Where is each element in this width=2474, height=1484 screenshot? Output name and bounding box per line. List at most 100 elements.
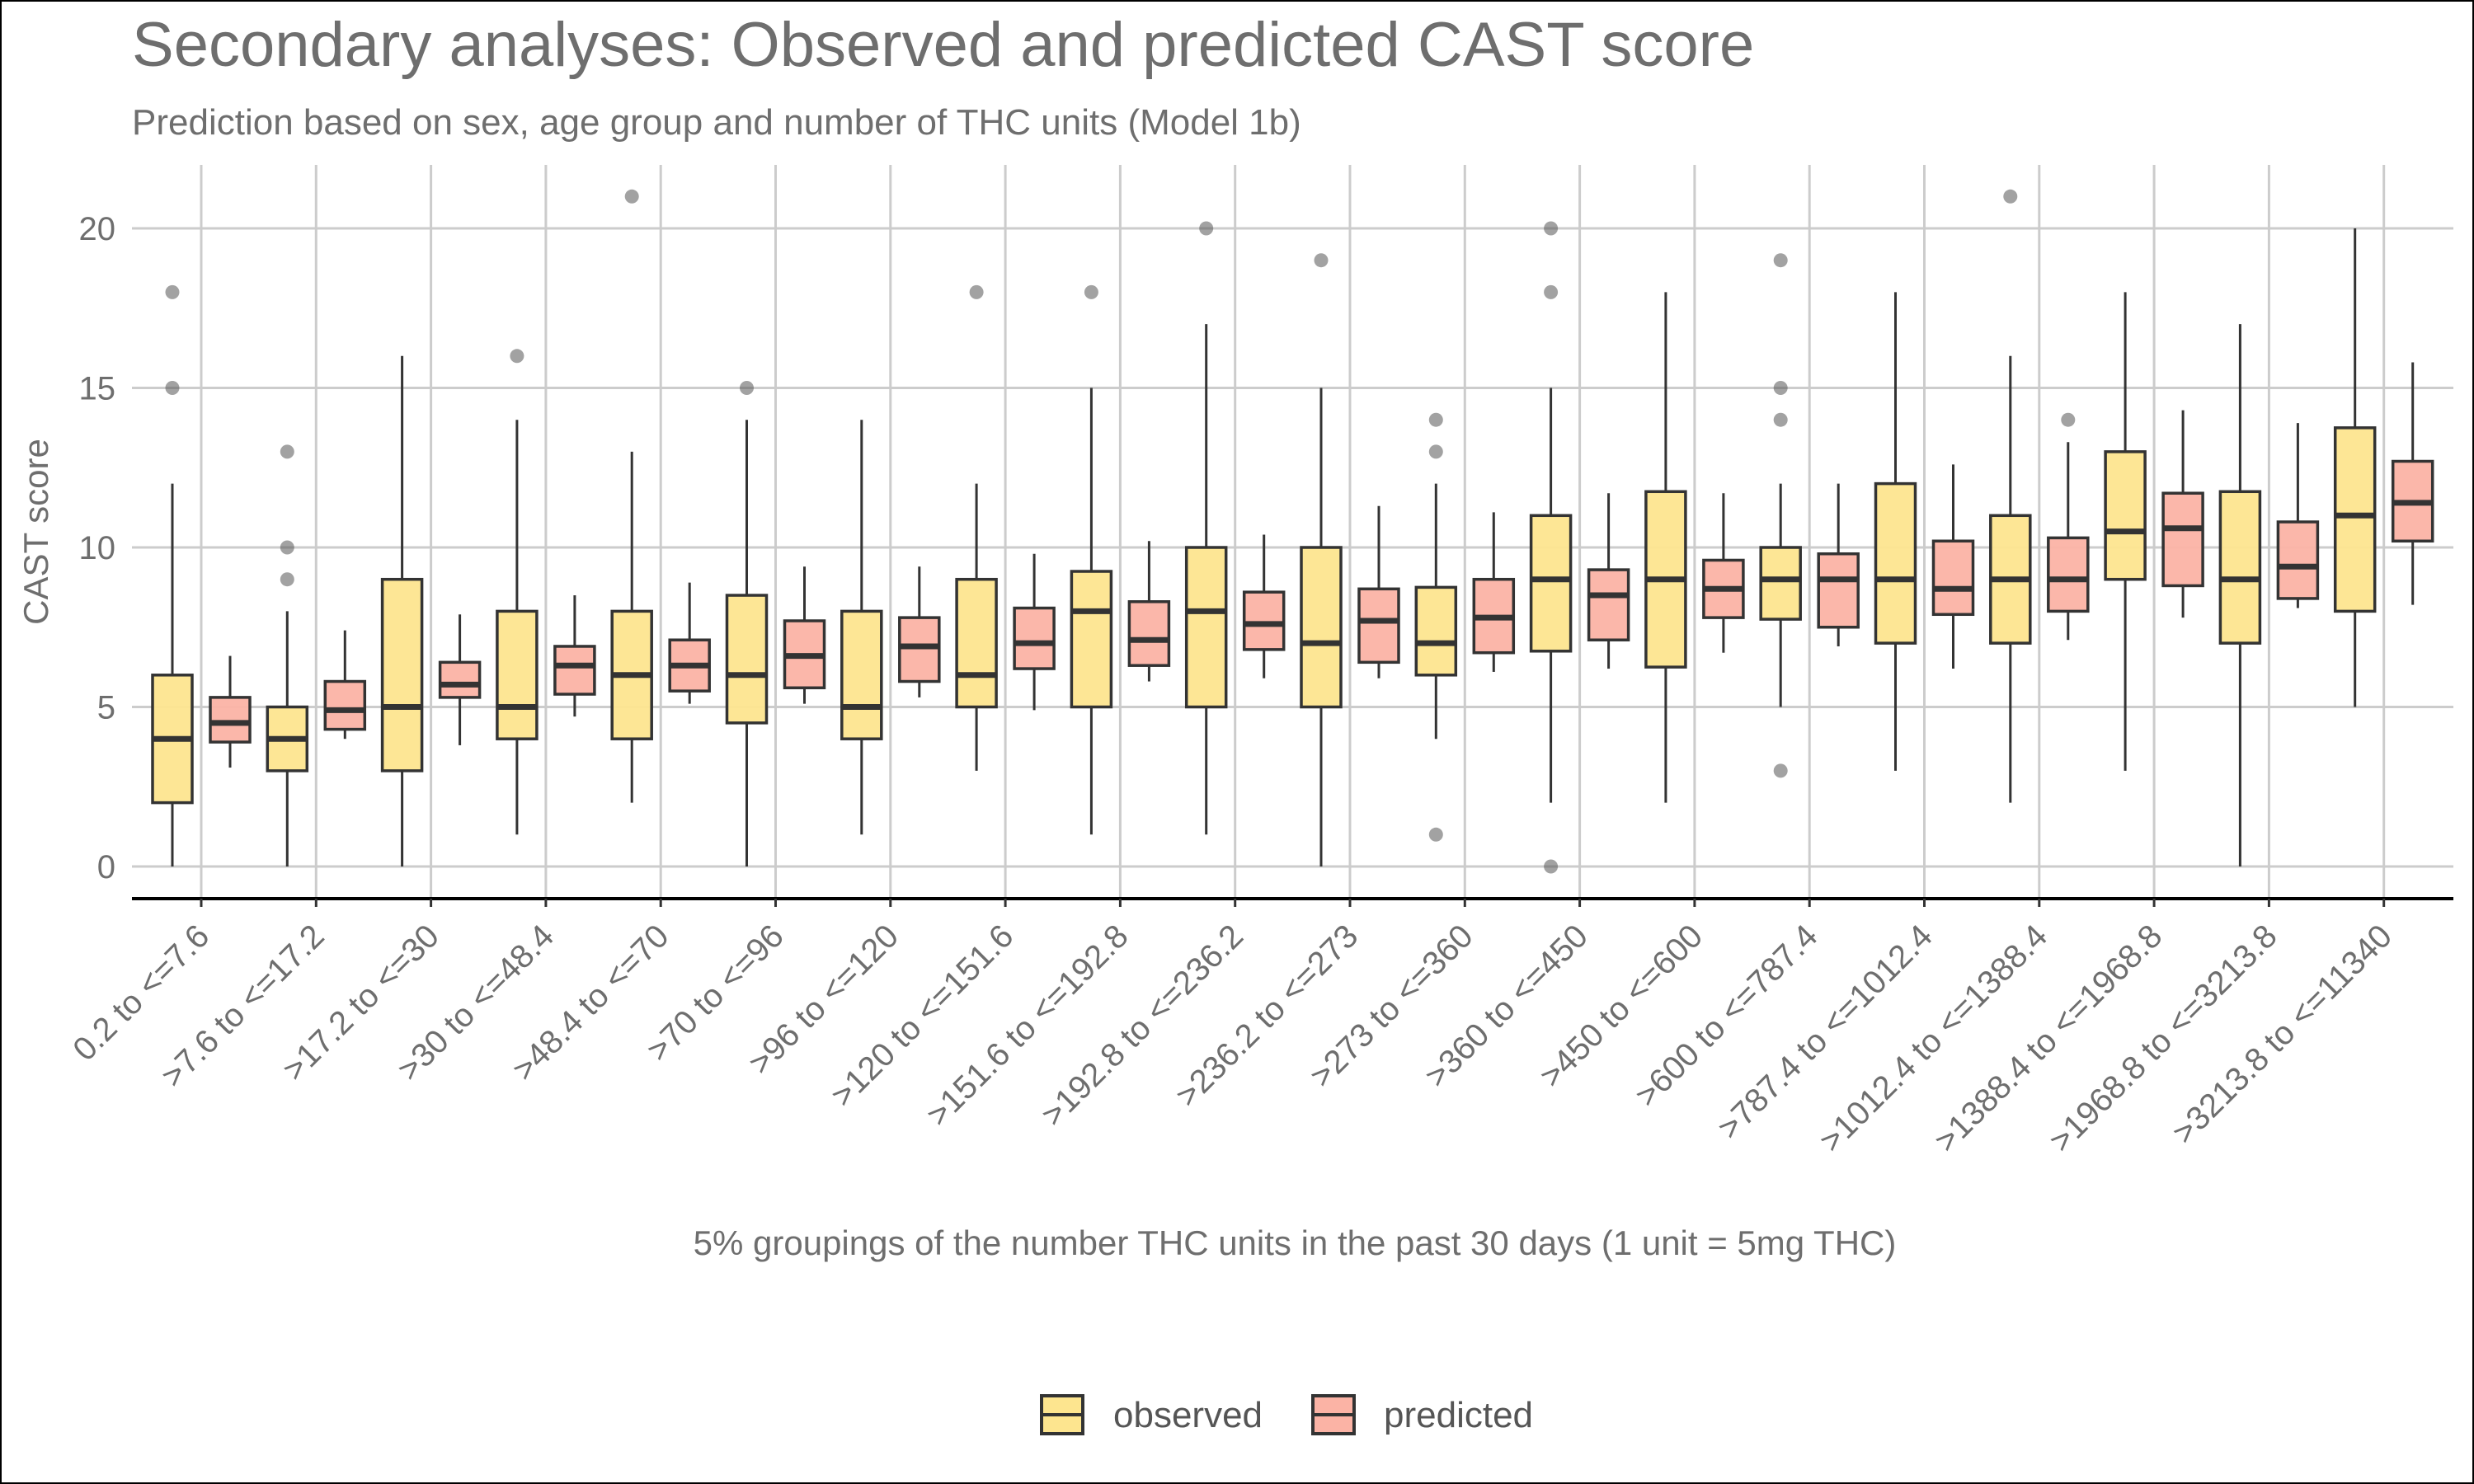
- y-tick-label: 0: [97, 849, 115, 885]
- box-iqr: [1817, 552, 1860, 629]
- outlier-point: [280, 444, 294, 459]
- box-observed-0-2-to-7-6: [151, 284, 194, 866]
- y-tick-label: 10: [79, 530, 116, 566]
- box-observed-70-to-96: [725, 381, 769, 866]
- box-iqr: [2333, 426, 2377, 613]
- box-iqr: [1414, 585, 1458, 677]
- box-observed-1012-4-to-1388-4: [1989, 189, 2032, 803]
- legend-label-predicted: predicted: [1384, 1395, 1533, 1435]
- box-observed-360-to-450: [1529, 221, 1573, 874]
- box-iqr: [1759, 546, 1802, 621]
- outlier-point: [1428, 444, 1443, 459]
- outlier-point: [1544, 284, 1559, 299]
- box-iqr: [1070, 570, 1113, 709]
- box-observed-273-to-360: [1414, 412, 1458, 842]
- box-iqr: [496, 609, 539, 740]
- box-predicted-17-2-to-30: [438, 614, 482, 745]
- outlier-point: [1773, 412, 1788, 427]
- outlier-point: [1084, 284, 1098, 299]
- x-axis-title: 5% groupings of the number THC units in …: [694, 1223, 1897, 1262]
- box-iqr: [1300, 546, 1343, 709]
- y-axis-ticks: 0 5 10 15 20: [79, 211, 116, 885]
- outlier-point: [165, 284, 180, 299]
- box-iqr: [209, 696, 252, 744]
- outlier-point: [1314, 253, 1329, 268]
- legend: observed predicted: [1040, 1394, 1533, 1435]
- chart-title: Secondary analyses: Observed and predict…: [132, 10, 1754, 80]
- grid-lines: [132, 165, 2453, 899]
- box-iqr: [840, 609, 883, 740]
- outlier-point: [2061, 412, 2076, 427]
- box-observed-450-to-600: [1644, 292, 1687, 803]
- legend-item-predicted: predicted: [1311, 1394, 1533, 1435]
- outlier-point: [1544, 859, 1559, 874]
- box-predicted-7-6-to-17-2: [323, 630, 367, 740]
- y-axis-title: CAST score: [16, 439, 55, 625]
- box-iqr: [323, 679, 367, 731]
- box-iqr: [1931, 539, 1975, 617]
- box-observed-7-6-to-17-2: [266, 444, 309, 866]
- outlier-point: [2003, 189, 2018, 204]
- y-tick-label: 15: [79, 371, 116, 407]
- box-iqr: [1874, 481, 1917, 645]
- box-iqr: [2276, 520, 2320, 600]
- outlier-point: [1199, 221, 1214, 236]
- box-observed-3213-8-to-11340: [2333, 228, 2377, 707]
- box-iqr: [1127, 600, 1171, 667]
- box-predicted-70-to-96: [783, 566, 826, 704]
- box-predicted-1968-8-to-3213-8: [2276, 423, 2320, 608]
- box-iqr: [898, 616, 941, 683]
- box-iqr: [2104, 450, 2147, 581]
- box-iqr: [2218, 490, 2262, 645]
- outlier-point: [1773, 253, 1788, 268]
- box-iqr: [1242, 590, 1286, 651]
- outlier-point: [740, 381, 754, 395]
- box-observed-48-4-to-70: [610, 189, 653, 803]
- outlier-point: [1428, 412, 1443, 427]
- box-plots: [151, 189, 2434, 874]
- y-tick-label: 20: [79, 211, 116, 247]
- outlier-point: [280, 572, 294, 587]
- outlier-point: [1544, 221, 1559, 236]
- box-observed-120-to-151-6: [955, 284, 998, 771]
- box-predicted-120-to-151-6: [1013, 553, 1056, 711]
- box-predicted-273-to-360: [1472, 512, 1516, 672]
- legend-label-observed: observed: [1113, 1395, 1263, 1435]
- box-predicted-151-6-to-192-8: [1127, 541, 1171, 682]
- box-predicted-236-2-to-273: [1357, 505, 1400, 679]
- box-predicted-3213-8-to-11340: [2391, 362, 2434, 605]
- box-predicted-360-to-450: [1587, 493, 1630, 669]
- box-observed-787-4-to-1012-4: [1874, 292, 1917, 771]
- outlier-point: [1428, 827, 1443, 842]
- box-predicted-600-to-787-4: [1817, 483, 1860, 646]
- box-observed-30-to-48-4: [496, 349, 539, 835]
- outlier-point: [165, 381, 180, 395]
- box-predicted-1388-4-to-1968-8: [2161, 410, 2204, 618]
- box-predicted-96-to-120: [898, 566, 941, 697]
- box-iqr: [1184, 546, 1228, 709]
- outlier-point: [969, 284, 984, 299]
- box-observed-1388-4-to-1968-8: [2104, 292, 2147, 771]
- box-predicted-1012-4-to-1388-4: [2047, 412, 2090, 641]
- box-predicted-450-to-600: [1702, 493, 1745, 653]
- box-observed-96-to-120: [840, 420, 883, 835]
- box-iqr: [438, 660, 482, 699]
- box-observed-1968-8-to-3213-8: [2218, 324, 2262, 866]
- chart-subtitle: Prediction based on sex, age group and n…: [132, 102, 1301, 143]
- box-iqr: [955, 577, 998, 709]
- box-iqr: [1587, 568, 1630, 641]
- box-iqr: [1357, 587, 1400, 665]
- y-tick-label: 5: [97, 690, 115, 726]
- box-iqr: [725, 594, 769, 725]
- outlier-point: [510, 349, 524, 364]
- outlier-point: [1773, 763, 1788, 778]
- legend-item-observed: observed: [1040, 1394, 1263, 1435]
- box-observed-236-2-to-273: [1300, 253, 1343, 866]
- box-observed-17-2-to-30: [380, 355, 424, 866]
- outlier-point: [1773, 381, 1788, 395]
- box-iqr: [2047, 536, 2090, 613]
- box-iqr: [380, 577, 424, 773]
- box-iqr: [2161, 491, 2204, 588]
- box-iqr: [553, 645, 596, 696]
